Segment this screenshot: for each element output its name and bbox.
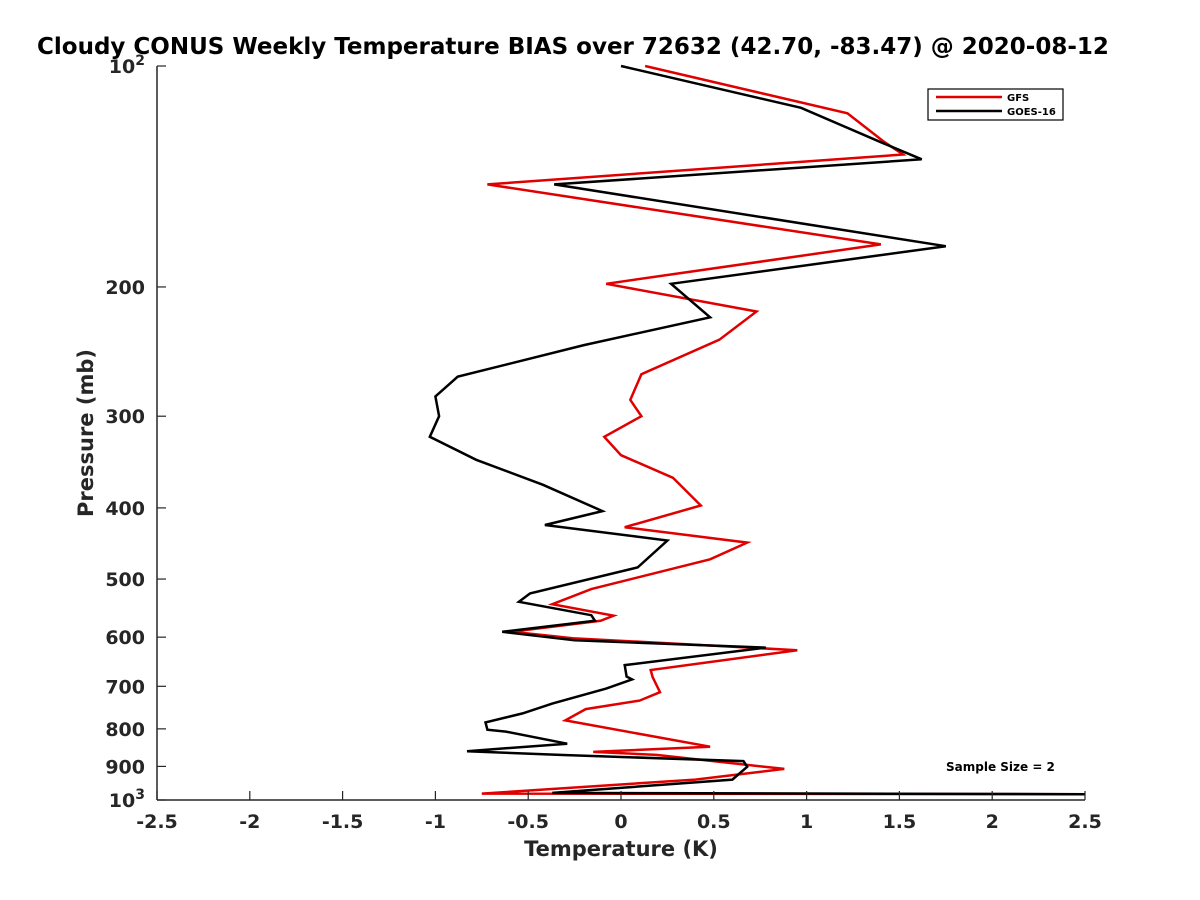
y-tick-label: 103 (109, 787, 145, 812)
x-axis-label: Temperature (K) (524, 837, 718, 861)
ticks-layer: -2.5 -2 -1.5 -1 -0.5 0 0.5 1 1.5 2 2.5 102 200 300 400… (105, 53, 1102, 833)
axes-layer (156, 66, 1085, 801)
x-tick-label: -2 (239, 811, 260, 833)
x-tick-label: 0 (614, 811, 627, 833)
sample-size-annotation: Sample Size = 2 (946, 760, 1055, 774)
y-tick-label: 800 (105, 719, 145, 741)
legend-label-gfs: GFS (1007, 93, 1029, 104)
y-axis-label: Pressure (mb) (74, 349, 98, 517)
x-tick-label: -0.5 (507, 811, 549, 833)
y-tick-label: 500 (105, 569, 145, 591)
series-line-goes16 (428, 64, 1086, 796)
x-tick-label: 1.5 (883, 811, 917, 833)
x-tick-label: 2 (986, 811, 999, 833)
chart-title: Cloudy CONUS Weekly Temperature BIAS ove… (37, 34, 1109, 60)
y-tick-label: 700 (105, 676, 145, 698)
x-tick-label: -2.5 (136, 811, 178, 833)
legend-label-goes16: GOES-16 (1007, 107, 1056, 118)
x-tick-label: -1 (425, 811, 446, 833)
y-tick-label: 600 (105, 627, 145, 649)
x-tick-label: 2.5 (1068, 811, 1102, 833)
series-layer (428, 64, 1086, 796)
y-tick-label: 900 (105, 756, 145, 778)
x-tick-label: -1.5 (322, 811, 364, 833)
y-tick-label: 102 (109, 53, 145, 78)
y-tick-label: 200 (105, 277, 145, 299)
legend: GFS GOES-16 (927, 88, 1064, 121)
legend-box (927, 88, 1064, 121)
y-tick-label: 400 (105, 498, 145, 520)
series-line-gfs (481, 64, 1086, 796)
y-tick-label: 300 (105, 406, 145, 428)
x-tick-label: 0.5 (697, 811, 731, 833)
x-tick-label: 1 (800, 811, 813, 833)
